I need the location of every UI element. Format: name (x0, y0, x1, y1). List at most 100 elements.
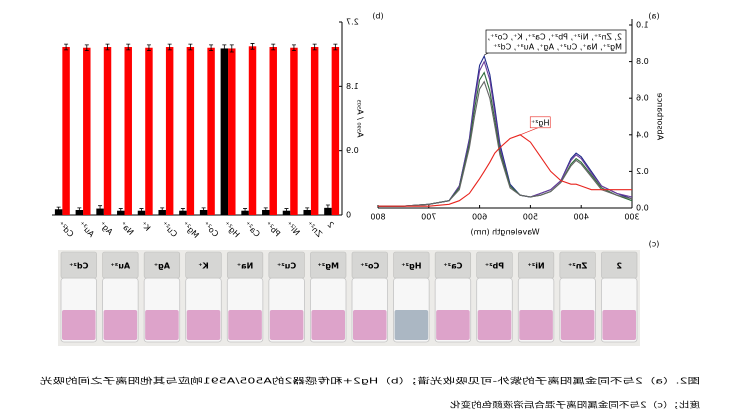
vial-solution (103, 310, 138, 340)
x-tick-label: 300 (624, 213, 639, 222)
spectrum-line (378, 134, 632, 207)
bar (124, 47, 132, 215)
y-tick-label: 0.0 (636, 204, 649, 213)
error-bar (229, 44, 234, 53)
bar (310, 47, 319, 215)
error-bar (209, 44, 214, 51)
bar (269, 47, 277, 215)
x-tick-label: 700 (421, 213, 436, 222)
y-tick-label: 0.6 (636, 94, 649, 103)
vial-solution (311, 310, 345, 340)
vial-solution (602, 310, 636, 340)
x-tick-label: 400 (574, 213, 589, 222)
error-bar (118, 208, 123, 214)
error-bar (98, 205, 103, 212)
y-axis-label: A₅₉₀ / A₅₀₅ (356, 100, 365, 138)
bar (62, 47, 70, 215)
error-bar (167, 43, 172, 51)
error-bar (333, 43, 338, 51)
bar (145, 47, 153, 215)
x-tick-label: 500 (523, 213, 538, 222)
vial-solution (477, 310, 512, 340)
panel-label: (c) (649, 240, 660, 249)
vial-cap (226, 251, 264, 279)
y-tick-label: 0 (346, 211, 351, 220)
vial-solution (436, 310, 470, 340)
panel-label: (b) (372, 12, 383, 21)
bar (165, 47, 174, 215)
vial-label: K⁺ (198, 262, 208, 271)
vial-solution (269, 310, 304, 340)
spectrum-line (378, 80, 633, 207)
error-bar (64, 43, 69, 51)
vial-label: Mg²⁺ (318, 262, 339, 271)
vial-cap (102, 251, 139, 279)
y-tick-label: 1.0 (636, 21, 649, 30)
legend-line: Mg²⁺, Na⁺, Cu²⁺, Ag⁺, Au³⁺, Cd²⁺ (493, 43, 622, 52)
x-tick-label: 800 (370, 213, 385, 222)
bar (324, 207, 332, 215)
annotation-box (529, 116, 551, 129)
vial-solution (394, 310, 429, 340)
error-bar (84, 44, 89, 51)
x-tick-label: 2 (325, 220, 335, 230)
caption-line: 图2.（a）2与不同金属阳离子的紫外-可见吸收光谱；（b）Hg2+和传感器2的A… (40, 376, 700, 386)
vial-cap (517, 251, 555, 279)
vial-label: Cd²⁺ (69, 262, 88, 271)
vial-cap (268, 251, 305, 279)
panel-label: (a) (648, 12, 659, 21)
bar (248, 46, 257, 215)
vial-label: Na⁺ (237, 262, 253, 271)
y-tick-label: 1.8 (346, 82, 359, 91)
error-bar (325, 204, 330, 212)
error-bar (105, 43, 110, 51)
vial-cap (559, 251, 596, 279)
bar (103, 47, 112, 215)
vial-cap (434, 251, 472, 279)
vial-label: Ca²⁺ (443, 262, 462, 271)
vial-solution (145, 310, 179, 340)
bar (186, 47, 195, 215)
error-bar (160, 207, 165, 213)
vial-label: Zn²⁺ (568, 262, 587, 271)
bar (83, 47, 91, 215)
vial-label: Au³⁺ (111, 262, 131, 271)
error-bar (305, 207, 310, 213)
bar (331, 47, 340, 215)
legend-box (485, 29, 627, 54)
error-bar (146, 44, 151, 51)
bar (54, 209, 63, 215)
vial-solution (353, 310, 387, 340)
bar (220, 48, 229, 215)
y-tick-label: 0.2 (636, 167, 649, 176)
y-tick-label: 0.4 (636, 130, 649, 139)
vial-label: Cu²⁺ (277, 262, 296, 271)
vial-cap (143, 251, 181, 279)
vial-cap (60, 251, 97, 279)
vial-cap (393, 251, 430, 279)
vial-solution (228, 310, 262, 340)
error-bar (77, 207, 82, 213)
error-bar (250, 43, 255, 50)
vial-solution (62, 310, 96, 340)
error-bar (243, 208, 248, 214)
error-bar (56, 206, 61, 212)
error-bar (126, 43, 131, 51)
vial-cap (351, 251, 388, 279)
vial-label: Co²⁺ (360, 262, 379, 271)
error-bar (180, 208, 185, 214)
vial-cap (185, 251, 222, 279)
y-axis-label: Absorbance (656, 93, 665, 140)
error-bar (263, 207, 268, 213)
y-tick-label: 0.8 (636, 57, 649, 66)
error-bar (284, 208, 289, 214)
vial-cap (601, 251, 638, 279)
vial-label: 2 (616, 262, 622, 271)
bar (228, 48, 236, 215)
vial-cap (310, 251, 347, 279)
error-bar (291, 44, 296, 51)
annotation-leader (520, 126, 541, 136)
